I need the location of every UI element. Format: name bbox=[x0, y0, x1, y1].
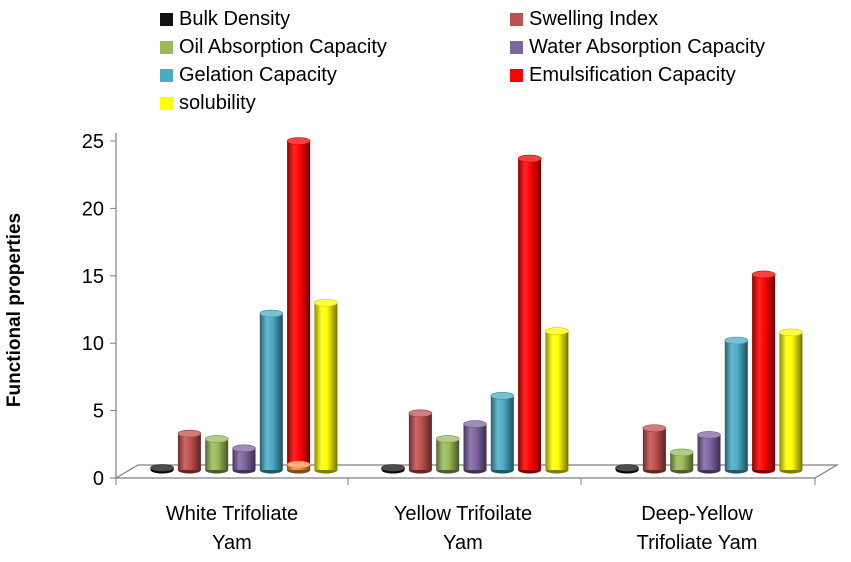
x-category-label-line: Deep-Yellow bbox=[641, 503, 753, 525]
legend-label: Water Absorption Capacity bbox=[529, 35, 766, 58]
y-axis-title: Functional properties bbox=[4, 212, 25, 408]
bar-oil-absorption-capacity-3 bbox=[669, 448, 694, 474]
x-category-label-line: Yam bbox=[212, 532, 252, 554]
bar-swelling-index-3 bbox=[642, 424, 667, 474]
x-category-label: White Trifoliate Yam bbox=[132, 500, 332, 558]
legend-label: Oil Absorption Capacity bbox=[179, 35, 387, 58]
legend-swatch bbox=[510, 12, 523, 26]
legend-item-emulsification-capacity: Emulsification Capacity bbox=[510, 63, 736, 87]
y-tick-label: 5 bbox=[93, 401, 104, 423]
bar-emulsification-capacity-3 bbox=[751, 270, 776, 474]
bar-gelation-capacity-3 bbox=[724, 336, 749, 474]
bar-water-absorption-capacity-2 bbox=[463, 420, 487, 474]
legend-label: Bulk Density bbox=[179, 7, 291, 30]
legend-label: solubility bbox=[179, 91, 256, 114]
legend-item-bulk-density: Bulk Density bbox=[160, 7, 290, 31]
bar-solubility-1 bbox=[314, 298, 338, 474]
legend-swatch bbox=[160, 12, 173, 26]
legend-swatch bbox=[510, 40, 523, 54]
x-category-label: Deep-Yellow Trifoliate Yam bbox=[597, 500, 797, 558]
bar-solubility-3 bbox=[779, 328, 803, 474]
bar-gelation-capacity-2 bbox=[490, 391, 515, 474]
x-category-label-line: Yam bbox=[443, 532, 483, 554]
legend-label: Swelling Index bbox=[529, 7, 658, 30]
bar-gelation-capacity-1 bbox=[259, 309, 284, 474]
x-category-label-line: Trifoliate Yam bbox=[636, 532, 758, 554]
bar-swelling-index-1 bbox=[177, 429, 202, 474]
y-tick-label: 15 bbox=[82, 266, 104, 288]
x-category-label: Yellow Trifoilate Yam bbox=[363, 500, 563, 558]
legend-item-swelling-index: Swelling Index bbox=[510, 7, 658, 31]
bar-bulk-density-3 bbox=[615, 464, 639, 474]
y-tick-label: 10 bbox=[82, 333, 104, 355]
bar-oil-absorption-capacity-1 bbox=[204, 435, 229, 474]
legend-swatch bbox=[160, 40, 173, 54]
legend-label: Gelation Capacity bbox=[179, 63, 337, 86]
legend-swatch bbox=[510, 68, 523, 82]
x-category-label-line: Yellow Trifoilate bbox=[393, 503, 533, 525]
legend-item-water-absorption-capacity: Water Absorption Capacity bbox=[510, 35, 765, 59]
bar-bulk-density-1 bbox=[150, 464, 174, 474]
legend-label: Emulsification Capacity bbox=[529, 63, 736, 86]
legend-item-gelation-capacity: Gelation Capacity bbox=[160, 63, 337, 87]
legend-swatch bbox=[160, 96, 173, 110]
bar-solubility-2 bbox=[545, 327, 569, 474]
y-tick-label: 25 bbox=[82, 131, 104, 153]
bar-emulsification-capacity-1 bbox=[286, 137, 311, 474]
bar-water-absorption-capacity-1 bbox=[232, 444, 256, 474]
bar-emulsification-capacity-2 bbox=[517, 154, 542, 474]
y-tick-label: 20 bbox=[82, 198, 104, 220]
bar-extra-orange bbox=[286, 460, 311, 474]
bar-bulk-density-2 bbox=[381, 464, 405, 474]
x-category-label-line: White Trifoliate bbox=[165, 503, 299, 525]
bar-water-absorption-capacity-3 bbox=[697, 431, 721, 474]
bar-oil-absorption-capacity-2 bbox=[435, 435, 460, 474]
legend-item-solubility: solubility bbox=[160, 91, 256, 115]
legend-swatch bbox=[160, 68, 173, 82]
y-tick-label: 0 bbox=[93, 468, 104, 490]
legend-item-oil-absorption-capacity: Oil Absorption Capacity bbox=[160, 35, 387, 59]
bar-swelling-index-2 bbox=[408, 409, 433, 474]
